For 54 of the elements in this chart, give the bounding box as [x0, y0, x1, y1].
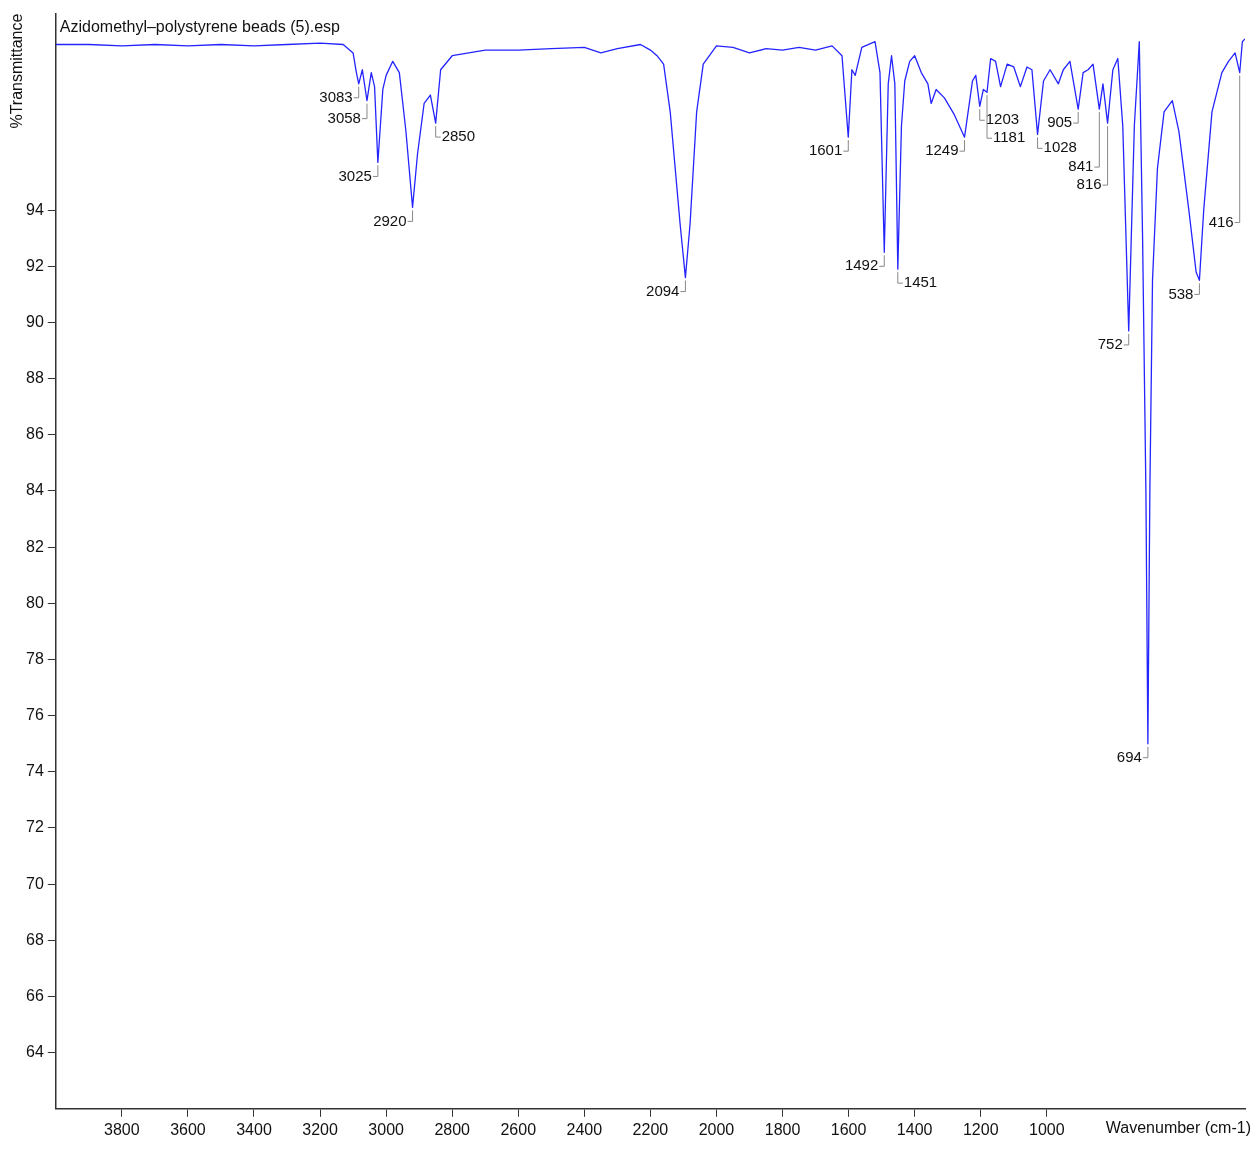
annotation: 1181: [993, 128, 1026, 146]
x-tick-label: 2400: [566, 1120, 603, 1138]
y-axis-title: %Transmittance: [8, 13, 26, 129]
y-tick-label: 78: [26, 649, 44, 667]
y-tick-label: 64: [26, 1043, 44, 1061]
chart-title: Azidomethyl–polystyrene beads (5).esp: [59, 18, 341, 36]
annotation: 1601: [808, 141, 843, 159]
y-tick-label: 86: [26, 425, 44, 443]
annotation: 538: [1168, 284, 1194, 302]
annotation: 3083: [319, 87, 353, 105]
y-tick-label: 88: [26, 369, 44, 387]
annotation: 1203: [985, 110, 1020, 128]
x-tick-label: 2200: [632, 1120, 669, 1138]
annotation: 2094: [646, 281, 680, 299]
annotation: 1249: [925, 141, 959, 159]
y-tick-label: 70: [26, 874, 44, 892]
annotation: 2850: [441, 127, 476, 145]
x-tick-label: 3600: [170, 1120, 206, 1138]
y-tick-label: 90: [26, 312, 44, 330]
x-tick-label: 1400: [896, 1120, 933, 1138]
y-tick-label: 82: [26, 537, 44, 555]
x-tick-label: 3200: [302, 1120, 338, 1138]
y-tick-label: 94: [26, 200, 44, 218]
annotation: 816: [1076, 175, 1102, 193]
annotation: 905: [1047, 113, 1073, 131]
annotation: 1028: [1043, 138, 1077, 156]
y-tick-label: 74: [26, 762, 44, 780]
y-tick-label: 80: [26, 593, 44, 611]
x-tick-label: 1600: [830, 1120, 867, 1138]
annotation: 841: [1068, 157, 1094, 175]
y-tick-label: 76: [26, 706, 44, 724]
x-tick-label: 1000: [1029, 1120, 1065, 1138]
y-tick-label: 66: [26, 986, 44, 1004]
annotation: 694: [1116, 747, 1142, 765]
annotation: 752: [1097, 335, 1123, 353]
x-tick-label: 2000: [698, 1120, 735, 1138]
annotation: 3058: [327, 108, 361, 126]
annotation: 2920: [373, 211, 407, 229]
y-tick-label: 92: [26, 256, 44, 274]
annotation: 416: [1208, 212, 1234, 230]
x-tick-label: 2600: [500, 1120, 537, 1138]
annotation: 1492: [844, 256, 879, 274]
y-tick-label: 72: [26, 818, 44, 836]
x-tick-label: 1800: [764, 1120, 801, 1138]
x-tick-label: 1200: [962, 1120, 999, 1138]
annotation: 1451: [903, 273, 938, 291]
x-tick-label: 2800: [434, 1120, 471, 1138]
annotation: 3025: [338, 166, 372, 184]
x-tick-label: 3400: [236, 1120, 272, 1138]
x-axis-title: Wavenumber (cm-1): [1105, 1119, 1251, 1137]
y-tick-label: 84: [26, 481, 44, 499]
x-tick-label: 3800: [104, 1120, 140, 1138]
y-tick-label: 68: [26, 930, 44, 948]
x-tick-label: 3000: [368, 1120, 405, 1138]
